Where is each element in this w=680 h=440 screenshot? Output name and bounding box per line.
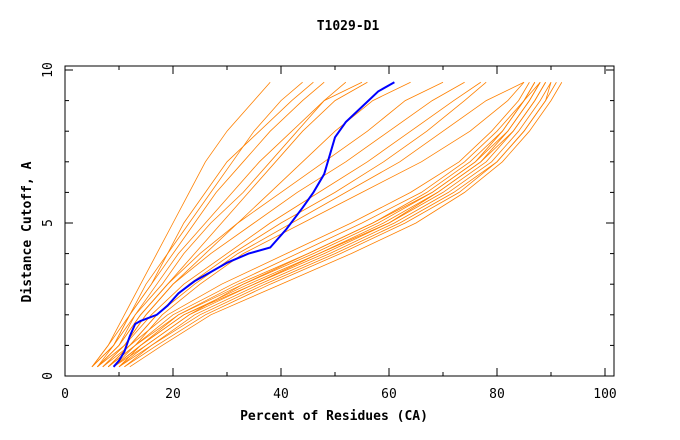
model-curve-7 xyxy=(129,82,563,368)
y-tick-labels: 0 5 10 xyxy=(41,62,56,380)
x-tick-label: 80 xyxy=(489,387,505,402)
y-tick-label: 0 xyxy=(41,372,56,380)
x-axis-label: Percent of Residues (CA) xyxy=(240,409,428,424)
model-curve-4 xyxy=(107,82,536,368)
plot-frame xyxy=(64,65,615,377)
model-curve-15 xyxy=(107,81,525,368)
model-curve-8 xyxy=(107,82,530,368)
model-curve-6 xyxy=(118,82,552,368)
model-curve-1 xyxy=(113,82,541,368)
model-curve-5 xyxy=(113,82,541,368)
chart-title: T1029-D1 xyxy=(317,19,380,34)
highlight-curve xyxy=(112,81,395,368)
model-curve-19 xyxy=(91,81,271,368)
x-tick-label: 0 xyxy=(61,387,69,402)
series-group xyxy=(91,81,563,368)
y-axis-label: Distance Cutoff, A xyxy=(20,161,35,302)
model-curve-16 xyxy=(102,81,465,368)
model-curve-9 xyxy=(113,82,536,368)
model-curve-14 xyxy=(97,81,482,368)
x-tick-label: 40 xyxy=(273,387,289,402)
model-curve-23 xyxy=(97,81,368,368)
x-tick-labels: 0 20 40 60 80 100 xyxy=(61,387,617,402)
model-curve-24 xyxy=(97,81,363,368)
y-tick-label: 10 xyxy=(41,62,56,78)
model-curve-10 xyxy=(118,82,546,368)
model-curve-13 xyxy=(102,81,525,368)
model-curve-3 xyxy=(124,82,557,368)
model-curve-21 xyxy=(97,81,347,368)
x-tick-label: 100 xyxy=(593,387,616,402)
model-curve-12 xyxy=(113,81,541,368)
tick-marks xyxy=(64,66,614,377)
x-tick-label: 60 xyxy=(381,387,397,402)
x-tick-label: 20 xyxy=(165,387,181,402)
model-curve-22 xyxy=(91,81,303,368)
model-curve-11 xyxy=(124,82,552,368)
model-curve-18 xyxy=(107,81,487,368)
y-tick-label: 5 xyxy=(41,219,56,227)
model-curve-25 xyxy=(91,81,314,368)
